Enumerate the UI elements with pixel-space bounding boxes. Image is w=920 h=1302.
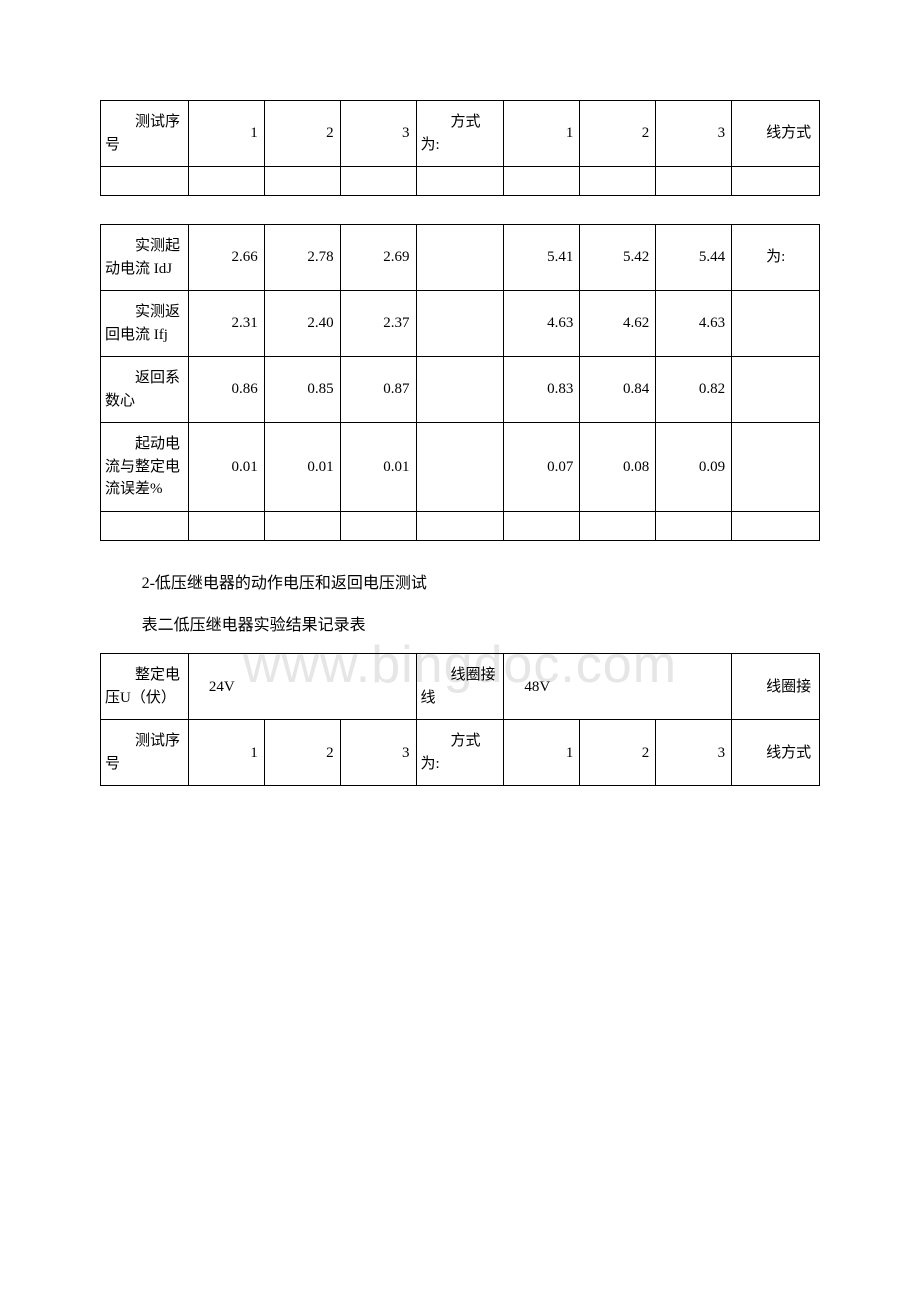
table-cell: 2.78 <box>264 225 340 291</box>
table-cell: 1 <box>504 101 580 167</box>
table-cell: 0.07 <box>504 423 580 512</box>
table-cell: 整定电压U（伏） <box>101 654 189 720</box>
table-cell <box>416 291 504 357</box>
table-cell: 3 <box>340 101 416 167</box>
table-test-number-top: 测试序号123方式为:123线方式 <box>100 100 820 196</box>
table-cell: 2.69 <box>340 225 416 291</box>
table-cell <box>656 511 732 540</box>
table-cell: 线方式 <box>732 720 820 786</box>
table-row <box>101 167 820 196</box>
table-cell <box>340 511 416 540</box>
table-cell: 2 <box>264 720 340 786</box>
table-cell <box>732 357 820 423</box>
table-cell <box>340 167 416 196</box>
table-cell: 线圈接线 <box>416 654 504 720</box>
table-cell: 1 <box>504 720 580 786</box>
table-cell <box>264 511 340 540</box>
table-row: 实测返回电流 Ifj2.312.402.37 4.634.624.63 <box>101 291 820 357</box>
table-cell: 0.86 <box>188 357 264 423</box>
table-cell: 2 <box>264 101 340 167</box>
table-cell <box>504 167 580 196</box>
table-cell: 1 <box>188 720 264 786</box>
table-cell: 5.44 <box>656 225 732 291</box>
table-cell <box>504 511 580 540</box>
table-cell <box>188 167 264 196</box>
table-cell: 3 <box>656 101 732 167</box>
table-cell <box>101 167 189 196</box>
table-cell <box>416 167 504 196</box>
table-cell: 2 <box>580 101 656 167</box>
table-cell: 为: <box>732 225 820 291</box>
table-cell: 2.31 <box>188 291 264 357</box>
table-cell: 方式为: <box>416 101 504 167</box>
table-cell <box>580 167 656 196</box>
table-cell: 实测返回电流 Ifj <box>101 291 189 357</box>
table-cell: 0.01 <box>188 423 264 512</box>
table-cell <box>732 167 820 196</box>
table-cell: 测试序号 <box>101 101 189 167</box>
table-cell <box>732 291 820 357</box>
table-cell: 2 <box>580 720 656 786</box>
table-cell: 3 <box>656 720 732 786</box>
table-cell: 3 <box>340 720 416 786</box>
table-cell: 起动电流与整定电 流误差% <box>101 423 189 512</box>
table-cell: 0.09 <box>656 423 732 512</box>
table-cell <box>188 511 264 540</box>
table-cell <box>416 225 504 291</box>
table-voltage-relay-header: 整定电压U（伏）24V线圈接线48V线圈接测试序号123方式为:123线方式 <box>100 653 820 786</box>
table-row: 实测起动电流 IdJ2.662.782.69 5.415.425.44为: <box>101 225 820 291</box>
table-cell: 48V <box>504 654 732 720</box>
table-cell: 测试序号 <box>101 720 189 786</box>
table-cell: 方式为: <box>416 720 504 786</box>
table-cell: 0.85 <box>264 357 340 423</box>
table-cell: 2.37 <box>340 291 416 357</box>
table-cell <box>416 423 504 512</box>
table-cell <box>732 511 820 540</box>
table-cell: 线圈接 <box>732 654 820 720</box>
table-row: 起动电流与整定电 流误差%0.010.010.010.070.080.09 <box>101 423 820 512</box>
table-cell: 0.87 <box>340 357 416 423</box>
table-cell: 24V <box>188 654 416 720</box>
table-cell <box>580 511 656 540</box>
table-cell <box>656 167 732 196</box>
table-cell: 线方式 <box>732 101 820 167</box>
table-cell: 0.83 <box>504 357 580 423</box>
table-cell: 0.01 <box>264 423 340 512</box>
table-cell <box>416 357 504 423</box>
table-cell: 4.63 <box>504 291 580 357</box>
table-cell: 4.63 <box>656 291 732 357</box>
table-cell <box>101 511 189 540</box>
table-cell: 0.01 <box>340 423 416 512</box>
table-cell <box>416 511 504 540</box>
table-row: 测试序号123方式为:123线方式 <box>101 101 820 167</box>
table-row: 测试序号123方式为:123线方式 <box>101 720 820 786</box>
table-cell: 0.84 <box>580 357 656 423</box>
table-row <box>101 511 820 540</box>
table-cell: 5.42 <box>580 225 656 291</box>
table-cell: 2.66 <box>188 225 264 291</box>
table-current-relay-results: 实测起动电流 IdJ2.662.782.695.415.425.44为:实测返回… <box>100 224 820 541</box>
table-caption-2: 表二低压继电器实验结果记录表 <box>100 611 820 641</box>
table-cell: 4.62 <box>580 291 656 357</box>
table-cell <box>732 423 820 512</box>
table-cell: 返回系数心 <box>101 357 189 423</box>
table-cell: 0.08 <box>580 423 656 512</box>
table-cell: 1 <box>188 101 264 167</box>
table-cell <box>264 167 340 196</box>
section-heading-2: 2-低压继电器的动作电压和返回电压测试 <box>100 569 820 599</box>
document-page: 测试序号123方式为:123线方式 实测起动电流 IdJ2.662.782.69… <box>0 0 920 864</box>
table-cell: 2.40 <box>264 291 340 357</box>
table-cell: 实测起动电流 IdJ <box>101 225 189 291</box>
table-cell: 5.41 <box>504 225 580 291</box>
table-cell: 0.82 <box>656 357 732 423</box>
table-row: 整定电压U（伏）24V线圈接线48V线圈接 <box>101 654 820 720</box>
table-row: 返回系数心0.860.850.87 0.830.840.82 <box>101 357 820 423</box>
